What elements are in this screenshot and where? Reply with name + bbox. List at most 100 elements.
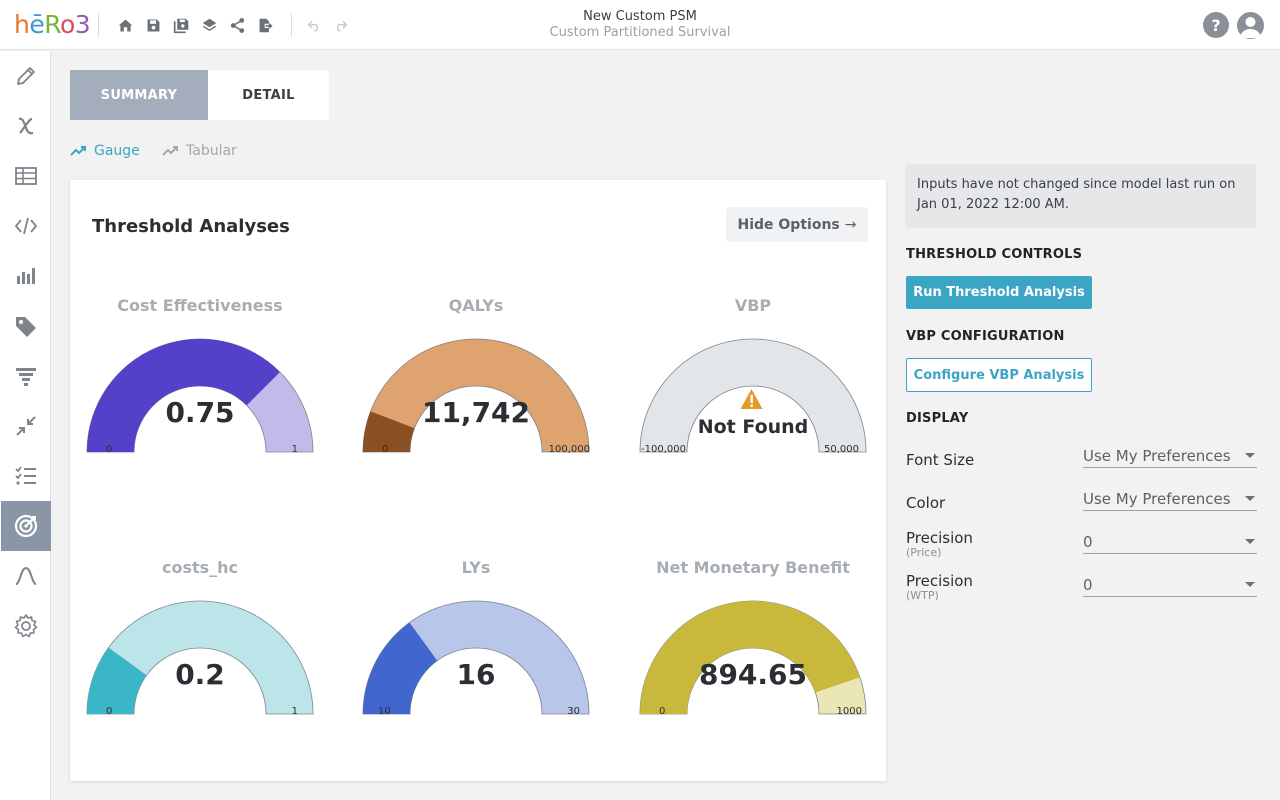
precision-wtp-label: Precision [906,572,973,590]
card-title: Threshold Analyses [92,216,290,237]
configure-vbp-analysis-button[interactable]: Configure VBP Analysis [906,358,1092,392]
gauge-lys: LYs 16 10 30 [356,558,596,738]
chevron-down-icon [1245,582,1255,587]
sidebar-item-charts[interactable] [1,251,51,301]
gauge-arc [362,338,590,453]
font-size-value: Use My Preferences [1083,446,1231,465]
toolbar-divider [98,13,99,37]
view-tabular-label: Tabular [186,143,237,159]
gauge-arc [86,338,314,453]
gauge-arc [86,600,314,715]
font-size-label: Font Size [906,451,975,469]
model-status-notice: Inputs have not changed since model last… [905,164,1256,228]
color-select[interactable]: Use My Preferences [1083,487,1257,511]
variable-x-icon [18,117,34,135]
save-icon[interactable] [143,15,163,35]
user-avatar-icon[interactable] [1237,12,1264,39]
warning-icon [740,389,763,409]
gauge-title: Net Monetary Benefit [656,558,850,577]
threshold-controls-heading: THRESHOLD CONTROLS [906,247,1083,262]
compress-icon [16,416,36,436]
toolbar-divider [291,13,292,37]
document-title: New Custom PSM [583,9,697,24]
share-icon[interactable] [227,15,247,35]
gauge-value: 11,742 [421,396,531,429]
sidebar-item-variables[interactable] [1,101,51,151]
gauge-vbp: VBP Not Found -100,000 50,000 [633,296,873,476]
target-icon [14,514,38,538]
font-size-select[interactable]: Use My Preferences [1083,444,1257,468]
view-gauge-label: Gauge [94,143,140,159]
document-title-block: New Custom PSM Custom Partitioned Surviv… [490,9,790,40]
tag-icon [16,317,36,337]
trend-icon [70,146,86,156]
help-icon[interactable]: ? [1203,12,1229,38]
undo-icon[interactable] [304,15,324,35]
run-threshold-analysis-button[interactable]: Run Threshold Analysis [906,276,1092,309]
gauge-max: 1 [291,706,298,717]
precision-wtp-sublabel: (WTP) [906,589,939,602]
gauge-title: QALYs [448,296,504,315]
view-gauge-link[interactable]: Gauge [70,142,140,160]
sidebar-item-settings[interactable] [1,601,51,651]
code-icon [14,217,38,235]
sidebar-item-curves[interactable] [1,551,51,601]
sidebar-item-tables[interactable] [1,151,51,201]
sidebar [0,51,51,800]
redo-icon[interactable] [330,15,350,35]
gauge-title: costs_hc [161,558,239,577]
gauge-costs-hc: costs_hc 0.2 0 1 [80,558,320,738]
chevron-down-icon [1245,496,1255,501]
precision-wtp-select[interactable]: 0 [1083,573,1257,597]
gauge-track [86,600,314,715]
sidebar-item-threshold[interactable] [1,501,51,551]
precision-price-value: 0 [1083,532,1093,551]
gauge-min: 0 [659,706,666,717]
home-icon[interactable] [115,15,135,35]
gauge-qalys: QALYs 11,742 0 100,000 [356,296,596,476]
gauge-fill [363,622,438,714]
sidebar-item-tags[interactable] [1,301,51,351]
gauge-title: Cost Effectiveness [117,296,283,315]
gauge-fill [87,339,280,452]
precision-price-select[interactable]: 0 [1083,530,1257,554]
gauge-max: 50,000 [824,444,859,455]
hide-options-label: Hide Options [737,216,840,233]
filter-icon [16,368,36,386]
hide-options-button[interactable]: Hide Options → [726,207,868,242]
export-icon[interactable] [255,15,275,35]
layers-icon[interactable] [199,15,219,35]
gauge-min: 0 [106,444,113,455]
gauge-max: 30 [567,706,580,717]
gauge-max: 1 [291,444,298,455]
gauge-track [639,338,867,453]
sidebar-item-compress[interactable] [1,401,51,451]
precision-price-label: Precision [906,529,973,547]
sidebar-item-filter[interactable] [1,351,51,401]
sidebar-item-checklist[interactable] [1,451,51,501]
arrow-right-icon: → [844,216,857,233]
checklist-icon [15,466,36,485]
tab-summary[interactable]: SUMMARY [70,70,208,120]
pencil-icon [17,67,35,85]
color-label: Color [906,494,946,512]
gauge-title: VBP [734,296,772,315]
gauge-min: 0 [382,444,389,455]
view-tabular-link[interactable]: Tabular [162,142,237,160]
tab-detail[interactable]: DETAIL [208,70,329,120]
app-logo[interactable]: hēRo3 [14,10,91,39]
sidebar-item-code[interactable] [1,201,51,251]
top-bar: hēRo3 New Custom PSM Custom Partitioned … [0,0,1280,50]
gauge-value: Not Found [697,416,809,438]
gauge-max: 1000 [836,706,862,717]
gauge-cost-effectiveness: Cost Effectiveness 0.75 0 1 [80,296,320,476]
gauge-value: 0.2 [175,658,225,691]
trend-icon [162,146,178,156]
display-heading: DISPLAY [906,411,969,426]
save-as-icon[interactable] [171,15,191,35]
document-subtitle: Custom Partitioned Survival [549,25,731,40]
gauge-min: 10 [378,706,391,717]
sidebar-item-edit[interactable] [1,51,51,101]
chevron-down-icon [1245,539,1255,544]
gauge-min: 0 [106,706,113,717]
